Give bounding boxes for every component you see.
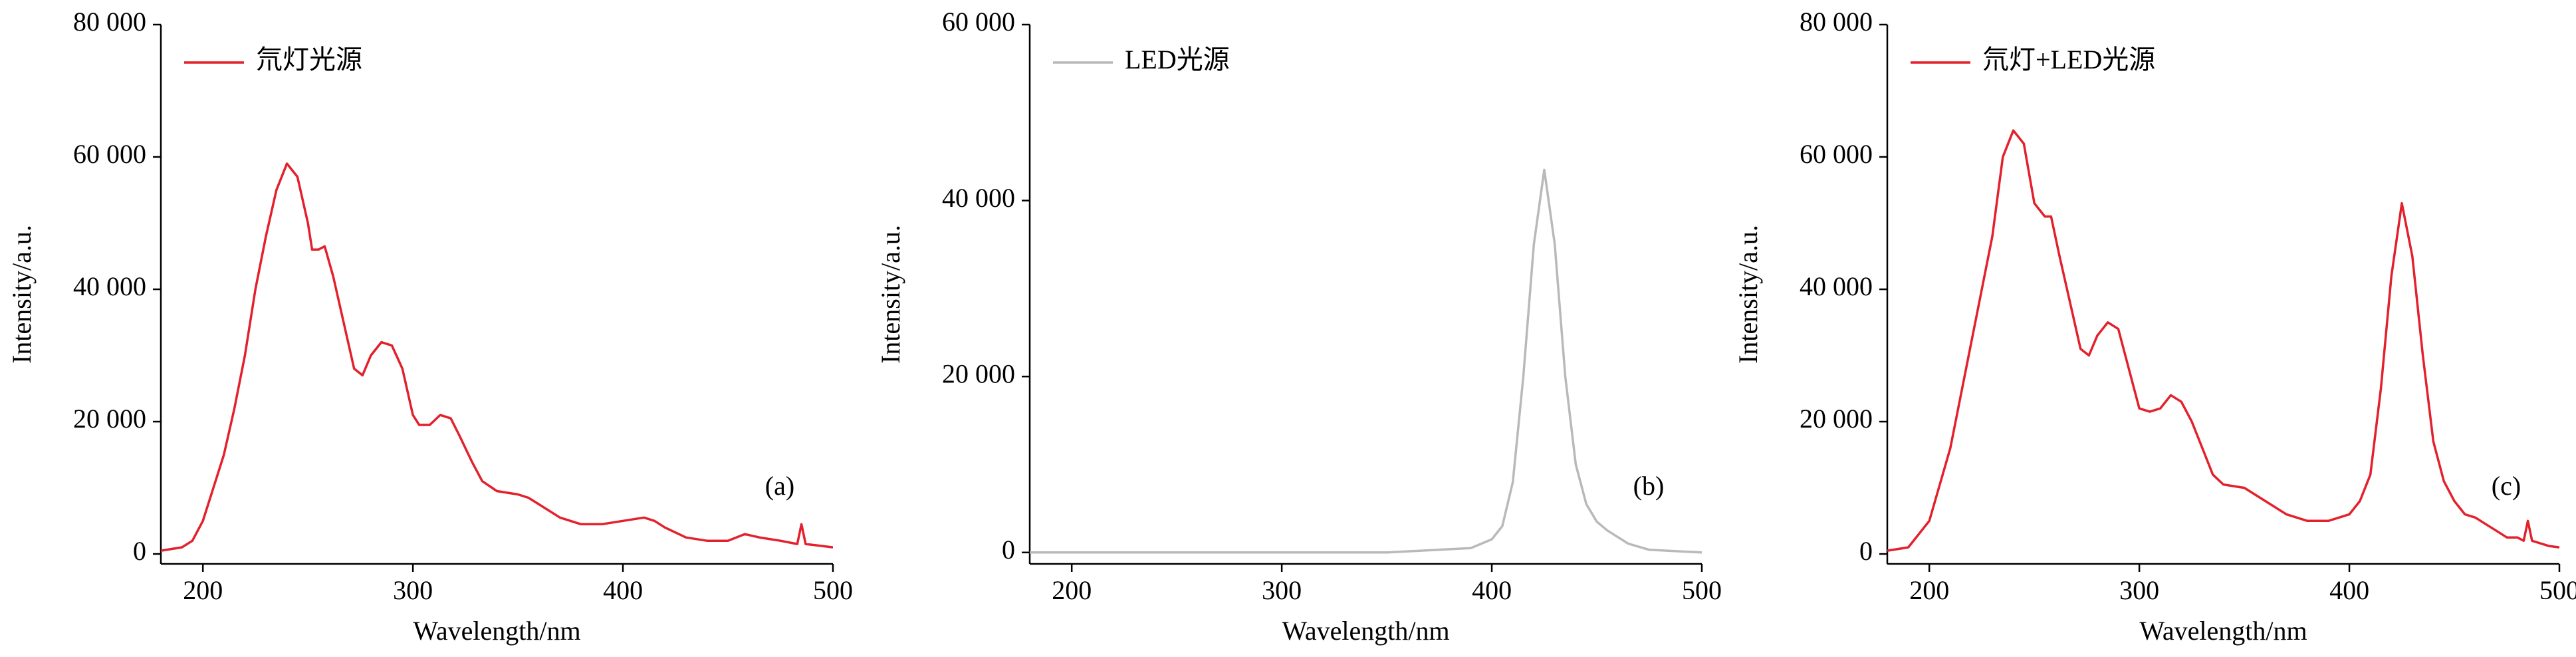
y-tick-label: 20 000 bbox=[942, 358, 1015, 388]
x-tick-label: 300 bbox=[393, 575, 433, 605]
y-tick-label: 0 bbox=[1859, 536, 1873, 566]
x-tick-label: 300 bbox=[1262, 575, 1302, 605]
y-tick-label: 60 000 bbox=[73, 139, 146, 169]
y-tick-label: 80 000 bbox=[73, 7, 146, 37]
panel: 0 20 000 40 000 60 000 200 300 400 500 Wavelengt… bbox=[876, 7, 1722, 646]
x-tick-label: 300 bbox=[2119, 575, 2159, 605]
annotation: (b) bbox=[1633, 471, 1665, 501]
y-tick-label: 60 000 bbox=[1800, 139, 1873, 169]
panel: 0 20 000 40 000 60 000 80 000 200 300 400 500 Wav… bbox=[1733, 7, 2576, 646]
x-tick-label: 500 bbox=[1682, 575, 1722, 605]
x-tick-label: 400 bbox=[1472, 575, 1512, 605]
x-axis-title: Wavelength/nm bbox=[413, 616, 580, 646]
x-tick-label: 200 bbox=[1909, 575, 1949, 605]
x-tick-label: 400 bbox=[2329, 575, 2369, 605]
y-axis-title: Intensity/a.u. bbox=[1733, 225, 1763, 364]
y-tick-label: 20 000 bbox=[1800, 404, 1873, 434]
series-line bbox=[160, 162, 834, 552]
y-tick-label: 80 000 bbox=[1800, 7, 1873, 37]
panel: 0 20 000 40 000 60 000 80 000 200 300 400 500 Wav… bbox=[7, 7, 853, 646]
y-tick-label: 40 000 bbox=[942, 183, 1015, 213]
annotation: (c) bbox=[2492, 471, 2521, 501]
y-tick-label: 0 bbox=[1002, 535, 1015, 565]
series-line bbox=[1887, 129, 2560, 552]
x-tick-label: 200 bbox=[1052, 575, 1092, 605]
x-tick-label: 200 bbox=[183, 575, 223, 605]
y-tick-label: 40 000 bbox=[1800, 271, 1873, 301]
y-axis-title: Intensity/a.u. bbox=[876, 225, 905, 364]
x-tick-label: 500 bbox=[813, 575, 853, 605]
y-tick-label: 0 bbox=[133, 536, 146, 566]
x-axis-title: Wavelength/nm bbox=[2139, 616, 2307, 646]
x-tick-label: 500 bbox=[2539, 575, 2576, 605]
y-tick-label: 60 000 bbox=[942, 7, 1015, 37]
legend-label: LED光源 bbox=[1125, 45, 1230, 74]
y-tick-label: 20 000 bbox=[73, 404, 146, 434]
series-line bbox=[1030, 168, 1702, 554]
x-axis-title: Wavelength/nm bbox=[1282, 616, 1449, 646]
y-axis-title: Intensity/a.u. bbox=[7, 225, 37, 364]
x-tick-label: 400 bbox=[603, 575, 643, 605]
legend-label: 氘灯+LED光源 bbox=[1982, 45, 2155, 74]
y-tick-label: 40 000 bbox=[73, 271, 146, 301]
legend-label: 氘灯光源 bbox=[256, 45, 362, 74]
annotation: (a) bbox=[765, 471, 794, 501]
